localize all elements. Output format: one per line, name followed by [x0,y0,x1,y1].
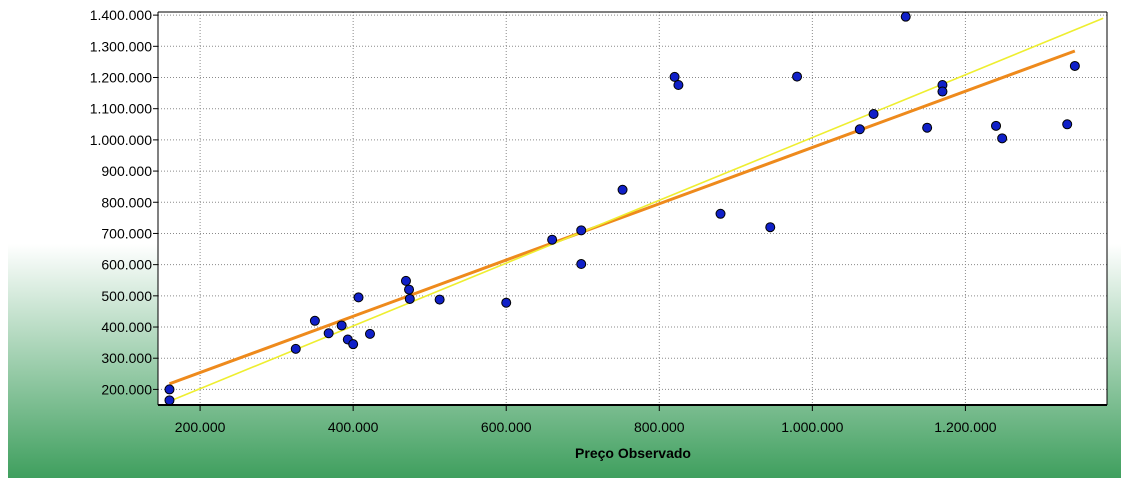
y-tick-label-2: 400.000 [101,319,152,335]
data-point-12 [404,293,415,304]
data-point-27 [922,122,933,133]
data-point-21 [715,208,726,219]
y-tick-label-1: 300.000 [101,350,152,366]
data-point-23 [792,71,803,82]
x-tick-label-5: 1.200.000 [934,419,996,435]
y-tick-label-3: 500.000 [101,288,152,304]
data-point-1 [164,395,175,406]
data-point-29 [937,86,948,97]
y-tick-label-7: 900.000 [101,163,152,179]
y-tick-label-11: 1.300.000 [90,38,152,54]
data-point-11 [404,284,415,295]
data-point-10 [400,275,411,286]
trend-line-0 [168,49,1076,386]
data-point-22 [765,222,776,233]
data-point-25 [868,108,879,119]
data-point-19 [669,71,680,82]
data-point-8 [353,292,364,303]
y-tick-label-10: 1.200.000 [90,70,152,86]
data-point-0 [164,384,175,395]
plot-area [158,12,1107,405]
data-point-32 [1062,119,1073,130]
data-point-7 [348,339,359,350]
data-point-26 [900,11,911,22]
data-point-5 [336,320,347,331]
trend-lines [168,17,1104,402]
x-tick-label-2: 600.000 [481,419,532,435]
data-point-31 [997,133,1008,144]
y-tick-label-9: 1.100.000 [90,101,152,117]
x-tick-label-1: 400.000 [328,419,379,435]
y-axis-ticks: 200.000 300.000 400.000 500.000 600.000 700.0… [90,7,158,397]
data-point-14 [501,297,512,308]
data-point-4 [323,328,334,339]
data-point-17 [576,259,587,270]
x-tick-label-4: 1.000.000 [781,419,843,435]
x-tick-label-0: 200.000 [175,419,226,435]
data-point-16 [576,225,587,236]
data-point-3 [309,315,320,326]
data-point-30 [991,120,1002,131]
x-tick-label-3: 800.000 [634,419,685,435]
x-axis-title: Preço Observado [575,445,691,461]
y-tick-label-8: 1.000.000 [90,132,152,148]
grid-lines [158,12,1107,405]
data-point-33 [1069,60,1080,71]
data-point-15 [547,234,558,245]
trend-line-1 [169,17,1104,402]
data-point-2 [290,343,301,354]
x-axis-ticks: 200.000 400.000 600.000 800.000 1.000.000 1.2… [175,405,997,435]
plot-frame [157,11,1108,406]
y-tick-label-5: 700.000 [101,225,152,241]
data-points [164,11,1080,406]
data-point-24 [854,124,865,135]
data-point-9 [364,328,375,339]
y-tick-label-12: 1.400.000 [90,7,152,23]
y-tick-label-6: 800.000 [101,194,152,210]
data-point-20 [673,79,684,90]
data-point-18 [617,184,628,195]
y-tick-label-4: 600.000 [101,257,152,273]
data-point-13 [434,294,445,305]
y-tick-label-0: 200.000 [101,381,152,397]
